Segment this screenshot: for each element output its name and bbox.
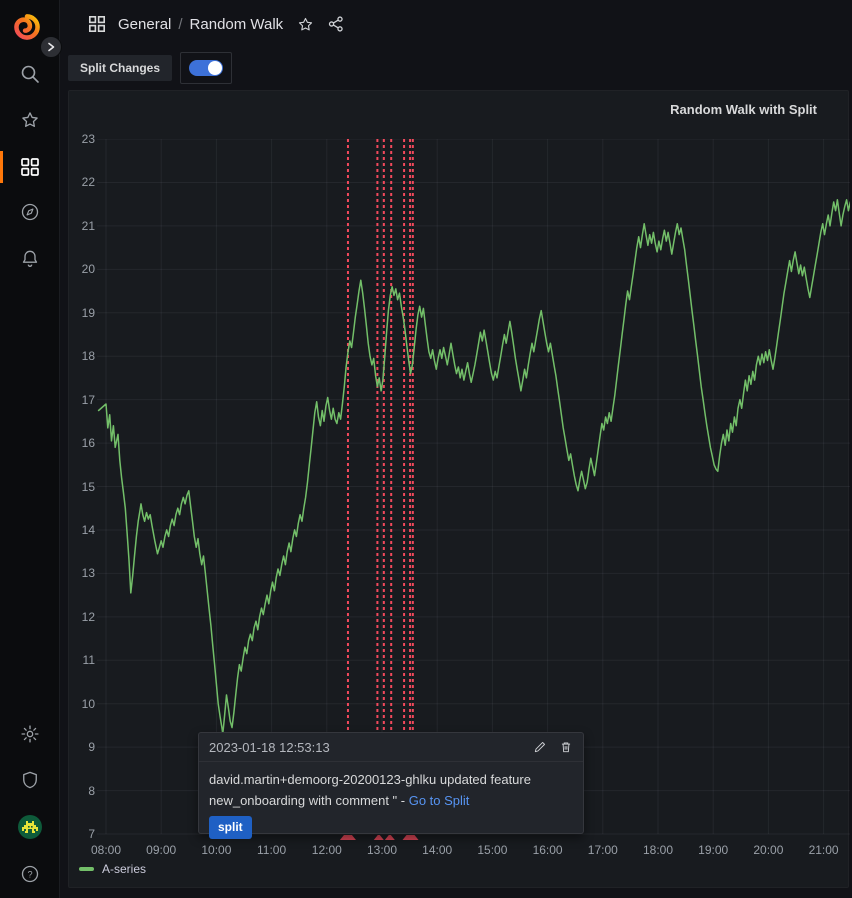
chevron-right-icon bbox=[48, 42, 55, 52]
x-tick-label: 12:00 bbox=[311, 843, 342, 857]
x-tick-label: 15:00 bbox=[477, 843, 508, 857]
x-tick-label: 17:00 bbox=[587, 843, 618, 857]
trash-icon bbox=[561, 742, 571, 753]
sidebar-item-explore[interactable] bbox=[0, 192, 60, 232]
y-tick-label: 15 bbox=[81, 479, 95, 494]
x-tick-label: 16:00 bbox=[532, 843, 563, 857]
x-tick-label: 20:00 bbox=[753, 843, 784, 857]
user-avatar-icon bbox=[18, 815, 42, 839]
bell-icon bbox=[22, 250, 38, 267]
annotation-message: david.martin+demoorg-20200123-ghlku upda… bbox=[199, 762, 583, 839]
edit-annotation-button[interactable] bbox=[533, 740, 547, 754]
sidebar-item-starred[interactable] bbox=[0, 100, 60, 140]
star-outline-icon bbox=[299, 17, 313, 30]
sidebar-item-help[interactable]: ? bbox=[0, 854, 60, 894]
grafana-logo-icon[interactable] bbox=[13, 13, 41, 41]
toggle-track bbox=[189, 60, 224, 76]
y-tick-label: 19 bbox=[81, 305, 95, 320]
breadcrumb: General / Random Walk bbox=[118, 16, 283, 33]
dashboard-submenu: Split Changes bbox=[68, 52, 233, 84]
share-icon bbox=[329, 16, 343, 32]
annotation-timestamp: 2023-01-18 12:53:13 bbox=[209, 739, 330, 755]
y-tick-label: 7 bbox=[88, 827, 95, 841]
sidebar-item-search[interactable] bbox=[0, 54, 60, 94]
panel-random-walk-with-split: Random Walk with Split 23 22 21 20 19 18 17 16 1… bbox=[68, 90, 850, 888]
annotation-marker[interactable] bbox=[373, 835, 384, 840]
help-circle-icon: ? bbox=[21, 865, 39, 883]
x-tick-label: 21:00 bbox=[808, 843, 839, 857]
x-tick-label: 19:00 bbox=[698, 843, 729, 857]
page-header: General / Random Walk bbox=[60, 0, 852, 48]
compass-icon bbox=[21, 203, 39, 221]
y-tick-label: 8 bbox=[88, 783, 95, 798]
annotation-marker[interactable] bbox=[339, 835, 356, 840]
sidebar-item-dashboards[interactable] bbox=[0, 147, 60, 187]
dashboards-grid-icon bbox=[21, 158, 39, 176]
legend-color-swatch bbox=[79, 867, 94, 871]
annotation-actions bbox=[533, 740, 573, 754]
split-changes-button[interactable]: Split Changes bbox=[68, 55, 173, 81]
svg-text:?: ? bbox=[27, 869, 32, 879]
go-to-split-link[interactable]: Go to Split bbox=[408, 792, 470, 808]
y-tick-label: 16 bbox=[81, 436, 95, 451]
y-tick-label: 17 bbox=[81, 392, 95, 407]
dashboards-grid-icon bbox=[88, 15, 106, 33]
legend-series-label: A-series bbox=[102, 862, 147, 876]
y-tick-label: 21 bbox=[81, 218, 95, 233]
legend-item-a-series[interactable]: A-series bbox=[79, 862, 146, 876]
sidebar-expand-button[interactable] bbox=[40, 36, 62, 58]
y-tick-label: 18 bbox=[81, 349, 95, 364]
search-icon bbox=[21, 65, 39, 83]
star-dashboard-button[interactable] bbox=[297, 16, 314, 33]
x-tick-label: 10:00 bbox=[201, 843, 232, 857]
annotation-marker[interactable] bbox=[402, 835, 419, 840]
shield-icon bbox=[23, 771, 37, 789]
active-section-indicator bbox=[0, 151, 3, 183]
x-tick-label: 14:00 bbox=[422, 843, 453, 857]
share-dashboard-button[interactable] bbox=[328, 16, 344, 32]
annotation-marker[interactable] bbox=[384, 835, 395, 840]
pencil-icon bbox=[534, 741, 546, 753]
breadcrumb-separator: / bbox=[178, 15, 183, 33]
y-tick-label: 10 bbox=[81, 696, 95, 711]
y-tick-label: 20 bbox=[81, 262, 95, 277]
breadcrumb-section[interactable]: General bbox=[118, 15, 172, 33]
panel-title[interactable]: Random Walk with Split bbox=[670, 102, 817, 117]
sidebar-item-server-admin[interactable] bbox=[0, 760, 60, 800]
x-tick-label: 13:00 bbox=[366, 843, 398, 857]
star-icon bbox=[22, 112, 38, 128]
y-tick-label: 9 bbox=[88, 740, 95, 755]
breadcrumb-page-title[interactable]: Random Walk bbox=[189, 15, 284, 33]
gear-icon bbox=[21, 725, 39, 743]
annotation-tooltip-header: 2023-01-18 12:53:13 bbox=[199, 733, 583, 762]
y-tick-label: 22 bbox=[81, 175, 95, 190]
series-line-A-series bbox=[97, 199, 850, 735]
annotation-text: david.martin+demoorg-20200123-ghlku upda… bbox=[209, 772, 531, 808]
sidebar-item-alerting[interactable] bbox=[0, 238, 60, 278]
toggle-knob bbox=[208, 61, 223, 75]
y-tick-label: 23 bbox=[81, 132, 95, 146]
split-changes-toggle[interactable] bbox=[180, 52, 233, 84]
sidebar-item-user-avatar[interactable] bbox=[0, 807, 60, 847]
x-tick-label: 08:00 bbox=[90, 843, 122, 857]
delete-annotation-button[interactable] bbox=[559, 740, 573, 754]
x-tick-label: 09:00 bbox=[146, 843, 177, 857]
sidebar-item-configuration[interactable] bbox=[0, 714, 60, 754]
y-tick-label: 13 bbox=[81, 566, 95, 581]
y-tick-label: 14 bbox=[81, 522, 95, 537]
annotation-tooltip: 2023-01-18 12:53:13 david.martin+demoorg… bbox=[198, 732, 584, 839]
x-tick-label: 11:00 bbox=[257, 843, 287, 857]
y-tick-label: 11 bbox=[82, 653, 95, 668]
sidebar: ? bbox=[0, 0, 62, 898]
y-tick-label: 12 bbox=[81, 609, 95, 624]
annotation-tag-split[interactable]: split bbox=[209, 815, 252, 839]
x-tick-label: 18:00 bbox=[642, 843, 674, 857]
